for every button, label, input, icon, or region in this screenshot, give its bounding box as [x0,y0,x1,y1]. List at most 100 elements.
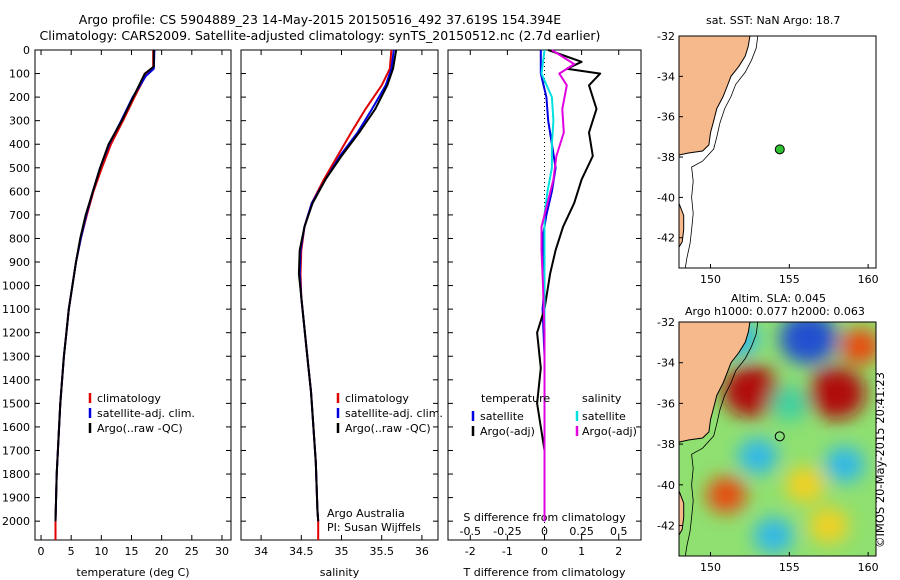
depth-tick-label: 1800 [2,468,30,481]
figure-title-line-2: Climatology: CARS2009. Satellite-adjuste… [39,28,601,43]
depth-tick-label: 1600 [2,421,30,434]
legend-label: satellite [582,410,626,423]
sst-map-ytick-label: -32 [657,30,675,43]
depth-tick-label: 100 [9,68,30,81]
salinity-difference-tick-label: -0.25 [493,525,521,538]
difference-profile-xtick-label: 0 [541,545,548,558]
sla-map-ytick-label: -38 [657,438,675,451]
sst-map-argo-float-marker [774,144,785,155]
difference-profile-xtick-label: -1 [502,545,513,558]
sst-map-ytick-label: -40 [657,191,675,204]
sla-map-xtick-label: 160 [858,561,879,574]
sla-map-anomaly-blob [824,446,865,483]
sla-map-xtick-label: 150 [700,561,721,574]
sst-map-xtick-label: 150 [700,273,721,286]
salinity-profile-xtick-label: 35.5 [369,545,394,558]
sst-map-ytick-label: -36 [657,111,675,124]
depth-tick-label: 900 [9,256,30,269]
depth-tick-label: 1500 [2,397,30,410]
sst-map-plot-area [679,36,876,268]
temperature-profile-xtick-label: 20 [155,545,169,558]
depth-tick-label: 800 [9,232,30,245]
temperature-profile-xtick-label: 0 [38,545,45,558]
temperature-profile-xtick-label: 25 [185,545,199,558]
salinity-profile-xtick-label: 34.5 [289,545,314,558]
salinity-profile-xtick-label: 35 [335,545,349,558]
sst-map-xtick-label: 155 [779,273,800,286]
sla-map-anomaly-blob [808,367,866,420]
sla-map-title-line-2: Argo h1000: 0.077 h2000: 0.063 [685,305,865,318]
sla-map-anomaly-blob [840,328,876,365]
sla-map-isobath [684,322,759,556]
sla-map-anomaly-blob [785,466,825,503]
legend-label: satellite-adj. clim. [345,407,443,420]
salinity-difference-tick-label: 0 [541,525,548,538]
sla-map-land [679,322,751,443]
depth-tick-label: 1100 [2,303,30,316]
temperature-profile-xtick-label: 5 [68,545,75,558]
salinity-profile-xtick-label: 34 [254,545,268,558]
sla-map-title-line-1: Altim. SLA: 0.045 [731,292,827,305]
sla-map-anomaly-blob [738,438,778,475]
difference-profile-series-salinity-argo-adj- [540,49,576,522]
difference-profile-series-temperature-argo-adj- [536,49,602,522]
depth-tick-label: 500 [9,162,30,175]
legend-label: climatology [97,392,161,405]
sla-map-frame [678,321,877,557]
legend-label: Argo(-adj) [582,425,637,438]
salinity-profile-series-argo-raw-qc- [297,49,398,522]
depth-tick-label: 1200 [2,327,30,340]
sst-map-ytick-label: -38 [657,151,675,164]
annotation-line-1: Argo Australia [327,507,405,520]
salinity-difference-tick-label: 0.5 [610,525,628,538]
sla-map-ytick-label: -40 [657,479,675,492]
depth-tick-label: 1300 [2,350,30,363]
salinity-difference-tick-label: -0.5 [460,525,481,538]
sla-map-argo-float-marker [774,431,785,442]
temperature-profile-xtick-label: 30 [215,545,229,558]
sla-map-tasmania [679,490,685,536]
legend-label: satellite-adj. clim. [97,407,195,420]
temperature-profile-series-argo-raw-qc- [54,50,155,522]
figure-title-line-1: Argo profile: CS 5904889_23 14-May-2015 … [78,12,562,27]
depth-tick-label: 1400 [2,374,30,387]
difference-profile-xtick-label: 2 [615,545,622,558]
depth-tick-label: 0 [23,44,30,57]
sla-map-ytick-label: -36 [657,397,675,410]
legend-temperature-header: temperature [481,392,550,405]
salinity-profile-xlabel: salinity [320,566,360,579]
sla-map-anomaly-blob [706,476,747,513]
sst-map-tasmania [679,202,685,249]
depth-tick-label: 400 [9,138,30,151]
legend-salinity-header: salinity [582,392,622,405]
annotation-line-2: PI: Susan Wijffels [327,521,421,534]
temperature-profile-xlabel: temperature (deg C) [76,566,189,579]
depth-tick-label: 1700 [2,444,30,457]
salinity-profile-frame [240,49,439,541]
sla-map-ytick-label: -34 [657,357,675,370]
depth-tick-label: 600 [9,185,30,198]
sst-map-land [679,36,751,156]
sst-map-title: sat. SST: NaN Argo: 18.7 [706,14,841,27]
depth-tick-label: 1000 [2,280,30,293]
temperature-profile-xtick-label: 10 [94,545,108,558]
difference-profile-xtick-label: 1 [578,545,585,558]
legend-label: Argo(..raw -QC) [97,422,183,435]
temperature-profile-xtick-label: 15 [124,545,138,558]
temperature-profile-frame [34,49,232,541]
legend-label: satellite [480,410,524,423]
depth-tick-label: 1900 [2,492,30,505]
legend-label: Argo(-adj) [480,425,535,438]
sla-map-ytick-label: -42 [657,519,675,532]
salinity-difference-tick-label: 0.25 [569,525,594,538]
sla-map-plot-area [679,322,876,556]
sst-map-frame [678,35,877,269]
sst-map-ytick-label: -34 [657,70,675,83]
sla-map-ytick-label: -32 [657,316,675,329]
sla-map-anomaly-blob [779,322,837,365]
copyright-timestamp: ©IMOS 20-May-2015 20:41:23 [873,372,887,548]
difference-profile-xtick-label: -2 [465,545,476,558]
sst-map-ytick-label: -42 [657,232,675,245]
sst-map-xtick-label: 160 [858,273,879,286]
